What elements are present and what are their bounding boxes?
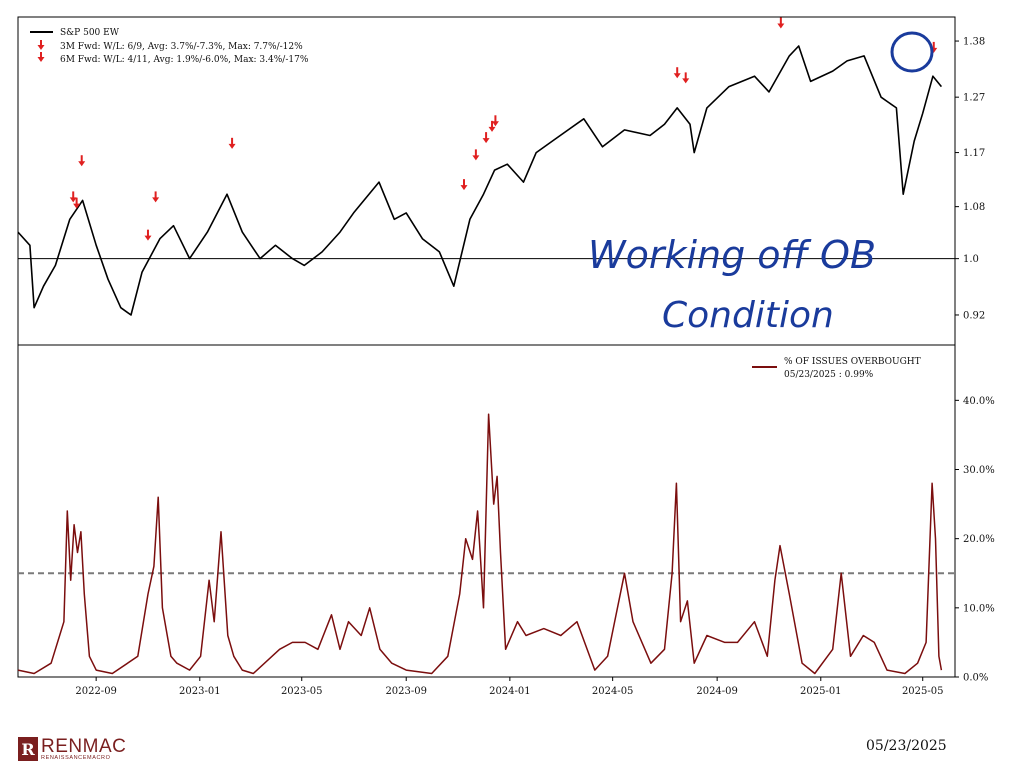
signal-arrow-icon bbox=[78, 155, 86, 167]
x-tick-label: 2023-01 bbox=[179, 686, 221, 697]
signal-arrow-icon bbox=[482, 132, 490, 144]
signal-arrow-head bbox=[460, 185, 468, 191]
x-tick-label: 2024-05 bbox=[592, 686, 634, 697]
signal-arrow-icon bbox=[460, 179, 468, 191]
overbought-y-tick-label: 0.0% bbox=[963, 673, 988, 684]
signal-arrow-head bbox=[673, 73, 681, 79]
signal-arrow-head bbox=[78, 161, 86, 167]
overbought-y-tick-label: 10.0% bbox=[963, 603, 995, 614]
x-tick-label: 2023-05 bbox=[281, 686, 323, 697]
signal-arrow-head bbox=[472, 155, 480, 161]
price-y-tick-label: 1.38 bbox=[963, 37, 985, 48]
signal-arrow-head bbox=[69, 197, 77, 203]
signal-arrow-head bbox=[682, 78, 690, 84]
price-legend: S&P 500 EW 3M Fwd: W/L: 6/9, Avg: 3.7%/-… bbox=[30, 28, 309, 65]
footer-date: 05/23/2025 bbox=[866, 738, 947, 754]
overbought-y-tick-label: 40.0% bbox=[963, 396, 995, 407]
legend-6m-label: 6M Fwd: W/L: 4/11, Avg: 1.9%/-6.0%, Max:… bbox=[60, 55, 309, 65]
price-y-tick-label: 1.27 bbox=[963, 93, 985, 104]
signal-arrow-icon bbox=[69, 191, 77, 203]
signal-arrow-icon bbox=[488, 120, 496, 132]
handwritten-annotation: Working off OB Condition bbox=[588, 31, 934, 336]
signal-arrow-head bbox=[491, 121, 499, 127]
signal-arrow-icon bbox=[152, 191, 160, 203]
signal-arrow-head bbox=[73, 203, 81, 209]
x-tick-label: 2024-09 bbox=[696, 686, 738, 697]
signal-arrow-icon bbox=[491, 115, 499, 127]
overbought-legend: % OF ISSUES OVERBOUGHT 05/23/2025 : 0.99… bbox=[752, 357, 921, 380]
overbought-series-line bbox=[17, 413, 943, 675]
renmac-logo: R RENMAC RENAISSANCEMACRO bbox=[18, 734, 126, 764]
annotation-line-2: Condition bbox=[662, 295, 834, 336]
signal-arrow-icon bbox=[472, 149, 480, 161]
signal-arrow-head bbox=[777, 23, 785, 29]
signal-arrow-head bbox=[482, 138, 490, 144]
signal-arrow-head bbox=[144, 235, 152, 241]
overbought-y-tick-label: 30.0% bbox=[963, 465, 995, 476]
price-panel: 0.92 1.0 1.08 1.17 1.27 1.38 bbox=[17, 16, 985, 346]
x-tick-label: 2023-09 bbox=[385, 686, 427, 697]
signal-arrow-icon bbox=[144, 229, 152, 241]
price-series-line bbox=[17, 45, 943, 316]
x-tick-label: 2022-09 bbox=[75, 686, 117, 697]
x-tick-label: 2025-05 bbox=[902, 686, 944, 697]
x-tick-label: 2024-01 bbox=[489, 686, 531, 697]
overbought-panel: 0.0% 10.0% 20.0% 30.0% 40.0% 2022-09 2023-01 20… bbox=[17, 344, 995, 697]
logo-subtitle: RENAISSANCEMACRO bbox=[41, 754, 111, 761]
legend-3m-label: 3M Fwd: W/L: 6/9, Avg: 3.7%/-7.3%, Max: … bbox=[60, 42, 303, 52]
signal-arrow-icon bbox=[673, 67, 681, 79]
signal-arrow-head bbox=[228, 143, 236, 149]
price-y-tick-label: 0.92 bbox=[963, 310, 985, 321]
signal-arrow-icon bbox=[682, 72, 690, 84]
price-y-tick-label: 1.17 bbox=[963, 148, 985, 159]
logo-name: RENMAC bbox=[41, 735, 127, 757]
signal-arrow-icon bbox=[228, 137, 236, 149]
highlight-circle-icon bbox=[890, 31, 934, 73]
x-tick-label: 2025-01 bbox=[800, 686, 842, 697]
logo-mark: R bbox=[18, 737, 38, 761]
signal-arrow-head bbox=[488, 126, 496, 132]
signal-arrow-icon bbox=[777, 17, 785, 29]
price-y-tick-label: 1.0 bbox=[963, 254, 979, 265]
signal-arrow-head bbox=[152, 197, 160, 203]
price-y-tick-label: 1.08 bbox=[963, 202, 985, 213]
overbought-y-tick-label: 20.0% bbox=[963, 534, 995, 545]
signal-arrow-icon bbox=[73, 197, 81, 209]
overbought-panel-frame bbox=[17, 344, 956, 678]
legend-overbought-label: % OF ISSUES OVERBOUGHT bbox=[784, 357, 921, 367]
annotation-line-1: Working off OB bbox=[588, 233, 876, 277]
legend-price-label: S&P 500 EW bbox=[60, 28, 120, 38]
legend-overbought-latest: 05/23/2025 : 0.99% bbox=[784, 370, 874, 380]
legend-arrow-3m-icon bbox=[37, 40, 45, 50]
legend-arrow-6m-icon bbox=[37, 52, 45, 62]
